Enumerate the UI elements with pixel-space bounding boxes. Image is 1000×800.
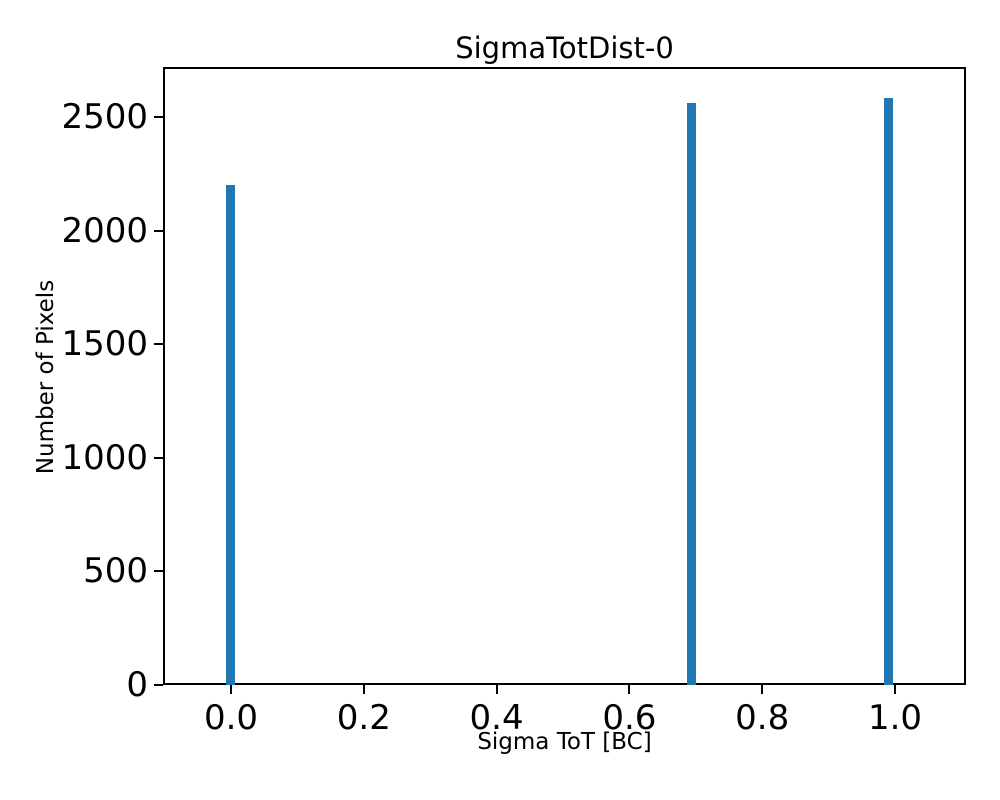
y-tick-label: 1000: [61, 437, 148, 478]
x-tick-mark: [628, 685, 631, 694]
x-tick-label: 0.8: [735, 698, 790, 738]
x-tick-mark: [761, 685, 764, 694]
y-tick-mark: [154, 456, 163, 459]
y-tick-mark: [154, 570, 163, 573]
x-tick-label: 1.0: [867, 698, 923, 738]
bar: [226, 185, 236, 685]
chart-title: SigmaTotDist-0: [455, 31, 674, 65]
y-tick-label: 500: [83, 551, 148, 592]
y-tick-label: 1500: [61, 324, 148, 365]
y-tick-mark: [154, 229, 163, 232]
bar: [687, 103, 697, 685]
x-tick-mark: [894, 685, 897, 694]
x-tick-label: 0.4: [469, 698, 524, 738]
y-tick-mark: [154, 343, 163, 346]
y-tick-label: 2000: [61, 210, 148, 251]
y-tick-label: 2500: [61, 96, 148, 137]
plot-area: [163, 67, 966, 685]
y-tick-label: 0: [126, 665, 148, 705]
x-tick-label: 0.2: [336, 698, 391, 738]
x-axis-label: Sigma ToT [BC]: [477, 729, 652, 755]
bar: [883, 97, 893, 685]
y-tick-mark: [154, 115, 163, 118]
x-tick-mark: [362, 685, 365, 694]
x-tick-mark: [229, 685, 232, 694]
x-tick-label: 0.6: [602, 698, 657, 738]
x-tick-mark: [495, 685, 498, 694]
x-tick-label: 0.0: [203, 698, 259, 738]
y-tick-mark: [154, 684, 163, 686]
